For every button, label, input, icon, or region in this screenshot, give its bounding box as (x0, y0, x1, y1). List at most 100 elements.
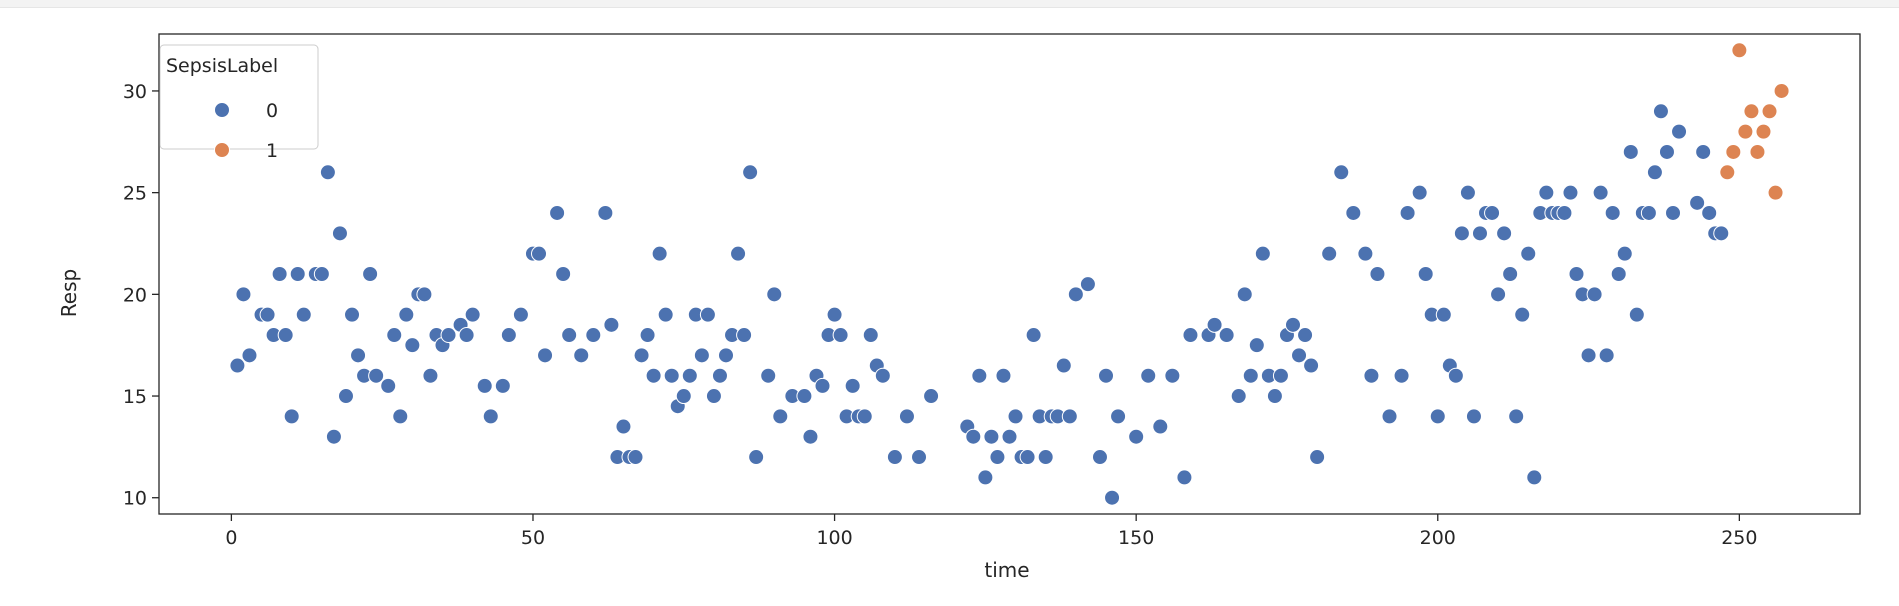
data-point-label-0 (1490, 286, 1507, 303)
data-point-label-0 (862, 327, 879, 344)
data-point-label-0 (699, 306, 716, 323)
scatter-points (229, 42, 1790, 506)
data-point-label-0 (1471, 225, 1488, 242)
data-point-label-0 (1363, 367, 1380, 384)
data-point-label-0 (1321, 245, 1338, 262)
data-point-label-0 (337, 388, 354, 405)
data-point-label-0 (1665, 204, 1682, 221)
data-point-label-0 (1568, 266, 1585, 282)
data-point-label-0 (585, 327, 602, 344)
data-point-label-0 (983, 428, 1000, 445)
data-point-label-0 (1291, 347, 1308, 364)
data-point-label-0 (1598, 347, 1615, 364)
data-point-label-0 (277, 327, 294, 344)
data-point-label-0 (313, 266, 330, 282)
data-point-label-0 (1616, 245, 1633, 262)
data-point-label-0 (1695, 143, 1712, 160)
data-point-label-0 (1459, 184, 1476, 201)
data-point-label-0 (271, 266, 288, 282)
data-point-label-0 (1604, 204, 1621, 221)
data-point-label-1 (1737, 123, 1754, 140)
data-point-label-0 (1182, 327, 1199, 344)
data-point-label-0 (1399, 204, 1416, 221)
data-point-label-0 (705, 388, 722, 405)
data-point-label-0 (1218, 327, 1235, 344)
data-point-label-0 (675, 388, 692, 405)
data-point-label-0 (1381, 408, 1398, 425)
data-point-label-0 (386, 327, 403, 344)
x-tick-label: 100 (816, 527, 852, 549)
data-point-label-0 (1453, 225, 1470, 242)
data-point-label-0 (331, 225, 348, 242)
data-point-label-0 (832, 327, 849, 344)
legend-marker-0 (214, 102, 230, 118)
data-point-label-0 (693, 347, 710, 364)
data-point-label-0 (1067, 286, 1084, 303)
data-point-label-0 (1671, 123, 1688, 140)
data-point-label-0 (971, 367, 988, 384)
data-point-label-0 (1435, 306, 1452, 323)
data-point-label-0 (404, 337, 421, 354)
y-axis-ticks: 10 15 20 25 30 (123, 81, 159, 510)
data-point-label-0 (874, 367, 891, 384)
data-point-label-0 (458, 327, 475, 344)
data-point-label-0 (603, 316, 620, 333)
data-point-label-1 (1731, 42, 1748, 59)
data-point-label-0 (398, 306, 415, 323)
data-point-label-1 (1725, 143, 1742, 160)
data-point-label-0 (555, 266, 572, 282)
window-top-edge (0, 0, 1899, 8)
y-tick-label: 10 (123, 488, 147, 510)
data-point-label-0 (1357, 245, 1374, 262)
data-point-label-0 (1007, 408, 1024, 425)
data-point-label-1 (1761, 103, 1778, 120)
data-point-label-0 (241, 347, 258, 364)
data-point-label-0 (1580, 347, 1597, 364)
data-point-label-0 (464, 306, 481, 323)
data-point-label-0 (235, 286, 252, 303)
data-point-label-0 (259, 306, 276, 323)
data-point-label-0 (1562, 184, 1579, 201)
legend: SepsisLabel 0 1 (159, 44, 319, 162)
y-tick-label: 25 (123, 183, 147, 205)
data-point-label-0 (1701, 204, 1718, 221)
data-point-label-0 (826, 306, 843, 323)
data-point-label-1 (1743, 103, 1760, 120)
x-tick-label: 50 (521, 527, 545, 549)
data-point-label-0 (814, 377, 831, 394)
data-point-label-0 (1248, 337, 1265, 354)
data-point-label-0 (350, 347, 367, 364)
x-tick-label: 200 (1420, 527, 1456, 549)
data-point-label-0 (362, 266, 379, 282)
data-point-label-0 (561, 327, 578, 344)
data-point-label-0 (718, 347, 734, 364)
data-point-label-0 (1526, 469, 1543, 486)
data-point-label-0 (736, 327, 753, 344)
data-point-label-0 (856, 408, 873, 425)
data-point-label-0 (500, 327, 517, 344)
legend-marker-1 (214, 142, 230, 158)
data-point-label-0 (295, 306, 312, 323)
data-point-label-0 (627, 449, 644, 466)
data-point-label-0 (1309, 449, 1326, 466)
x-tick-label: 0 (225, 527, 237, 549)
data-point-label-0 (1508, 408, 1525, 425)
data-point-label-0 (1411, 184, 1428, 201)
data-point-label-0 (1465, 408, 1482, 425)
data-point-label-0 (796, 388, 813, 405)
data-point-label-0 (1592, 184, 1609, 201)
data-point-label-0 (476, 377, 493, 394)
data-point-label-1 (1773, 82, 1790, 99)
data-point-label-0 (1140, 367, 1157, 384)
data-point-label-0 (1447, 367, 1464, 384)
data-point-label-0 (1079, 276, 1096, 293)
data-point-label-0 (319, 164, 336, 181)
data-point-label-0 (1369, 266, 1386, 282)
data-point-label-0 (748, 449, 765, 466)
data-point-label-0 (1484, 204, 1501, 221)
data-point-label-0 (416, 286, 433, 303)
data-point-label-0 (1689, 194, 1706, 211)
data-point-label-0 (392, 408, 409, 425)
data-point-label-0 (1303, 357, 1320, 374)
